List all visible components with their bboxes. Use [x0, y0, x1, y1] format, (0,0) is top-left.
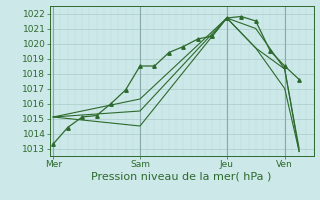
X-axis label: Pression niveau de la mer( hPa ): Pression niveau de la mer( hPa ): [92, 172, 272, 182]
